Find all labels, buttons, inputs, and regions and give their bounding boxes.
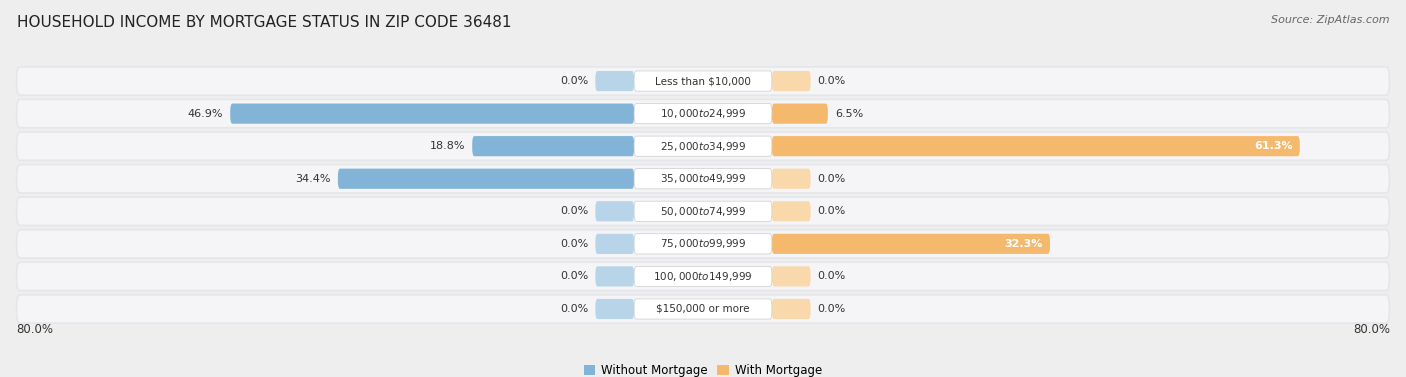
Text: 0.0%: 0.0%	[560, 271, 589, 281]
FancyBboxPatch shape	[634, 266, 772, 287]
Text: 0.0%: 0.0%	[817, 304, 846, 314]
Text: 18.8%: 18.8%	[430, 141, 465, 151]
FancyBboxPatch shape	[772, 234, 1050, 254]
FancyBboxPatch shape	[15, 196, 1391, 226]
Text: HOUSEHOLD INCOME BY MORTGAGE STATUS IN ZIP CODE 36481: HOUSEHOLD INCOME BY MORTGAGE STATUS IN Z…	[17, 15, 512, 30]
FancyBboxPatch shape	[634, 104, 772, 124]
FancyBboxPatch shape	[17, 296, 1389, 322]
FancyBboxPatch shape	[634, 201, 772, 221]
Text: 46.9%: 46.9%	[188, 109, 224, 119]
Text: 0.0%: 0.0%	[560, 304, 589, 314]
Text: 32.3%: 32.3%	[1005, 239, 1043, 249]
Text: $50,000 to $74,999: $50,000 to $74,999	[659, 205, 747, 218]
FancyBboxPatch shape	[17, 68, 1389, 94]
FancyBboxPatch shape	[15, 99, 1391, 129]
FancyBboxPatch shape	[472, 136, 634, 156]
Text: $150,000 or more: $150,000 or more	[657, 304, 749, 314]
FancyBboxPatch shape	[772, 266, 811, 287]
Text: Less than $10,000: Less than $10,000	[655, 76, 751, 86]
FancyBboxPatch shape	[15, 229, 1391, 259]
FancyBboxPatch shape	[772, 71, 811, 91]
FancyBboxPatch shape	[15, 131, 1391, 161]
FancyBboxPatch shape	[772, 299, 811, 319]
Text: Source: ZipAtlas.com: Source: ZipAtlas.com	[1271, 15, 1389, 25]
FancyBboxPatch shape	[772, 169, 811, 189]
FancyBboxPatch shape	[15, 66, 1391, 96]
Text: 0.0%: 0.0%	[817, 271, 846, 281]
FancyBboxPatch shape	[15, 261, 1391, 291]
Text: 0.0%: 0.0%	[560, 206, 589, 216]
Text: $10,000 to $24,999: $10,000 to $24,999	[659, 107, 747, 120]
Text: 34.4%: 34.4%	[295, 174, 330, 184]
FancyBboxPatch shape	[634, 71, 772, 91]
FancyBboxPatch shape	[17, 133, 1389, 159]
FancyBboxPatch shape	[595, 266, 634, 287]
Text: 0.0%: 0.0%	[817, 174, 846, 184]
FancyBboxPatch shape	[17, 166, 1389, 192]
FancyBboxPatch shape	[772, 201, 811, 221]
FancyBboxPatch shape	[231, 104, 634, 124]
FancyBboxPatch shape	[15, 294, 1391, 324]
FancyBboxPatch shape	[337, 169, 634, 189]
Text: 0.0%: 0.0%	[817, 76, 846, 86]
FancyBboxPatch shape	[772, 136, 1299, 156]
Text: $35,000 to $49,999: $35,000 to $49,999	[659, 172, 747, 185]
FancyBboxPatch shape	[595, 234, 634, 254]
FancyBboxPatch shape	[17, 263, 1389, 290]
FancyBboxPatch shape	[595, 71, 634, 91]
FancyBboxPatch shape	[634, 234, 772, 254]
FancyBboxPatch shape	[634, 136, 772, 156]
Text: $25,000 to $34,999: $25,000 to $34,999	[659, 139, 747, 153]
FancyBboxPatch shape	[634, 169, 772, 189]
Text: $100,000 to $149,999: $100,000 to $149,999	[654, 270, 752, 283]
Text: 0.0%: 0.0%	[560, 239, 589, 249]
FancyBboxPatch shape	[772, 104, 828, 124]
FancyBboxPatch shape	[17, 230, 1389, 257]
Text: 80.0%: 80.0%	[15, 323, 53, 336]
Text: 0.0%: 0.0%	[817, 206, 846, 216]
Legend: Without Mortgage, With Mortgage: Without Mortgage, With Mortgage	[583, 365, 823, 377]
Text: 6.5%: 6.5%	[835, 109, 863, 119]
FancyBboxPatch shape	[595, 201, 634, 221]
Text: $75,000 to $99,999: $75,000 to $99,999	[659, 238, 747, 250]
Text: 0.0%: 0.0%	[560, 76, 589, 86]
FancyBboxPatch shape	[17, 100, 1389, 127]
FancyBboxPatch shape	[595, 299, 634, 319]
Text: 61.3%: 61.3%	[1254, 141, 1294, 151]
FancyBboxPatch shape	[634, 299, 772, 319]
FancyBboxPatch shape	[15, 164, 1391, 194]
Text: 80.0%: 80.0%	[1353, 323, 1391, 336]
FancyBboxPatch shape	[17, 198, 1389, 225]
